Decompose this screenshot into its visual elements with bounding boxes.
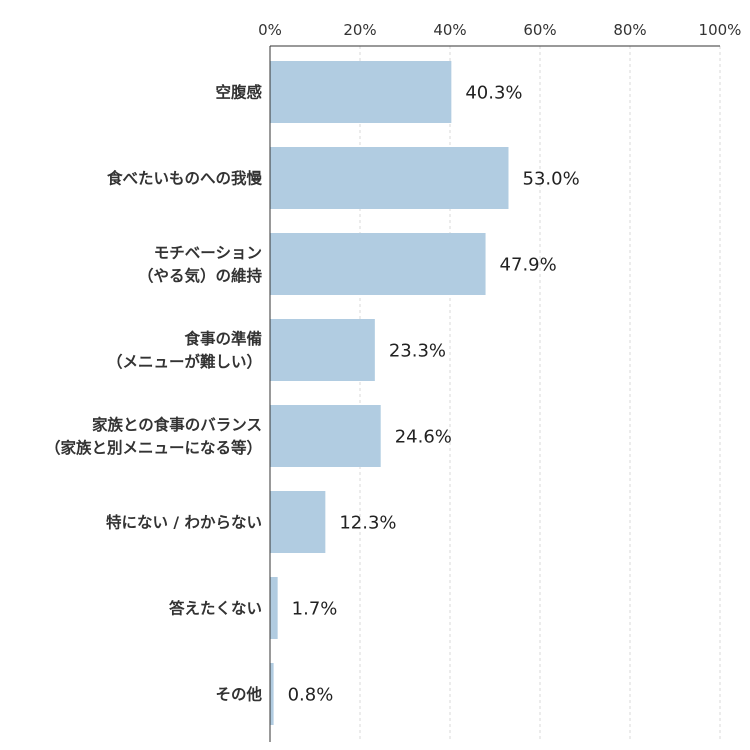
value-labels: 40.3% 53.0% 47.9% 23.3% 24.6% 12.3% 1.7% 0.8% bbox=[288, 83, 580, 706]
value-label: 40.3% bbox=[465, 83, 522, 104]
bar bbox=[270, 233, 486, 295]
category-label: 特にない / わからない bbox=[106, 513, 262, 532]
value-label: 24.6% bbox=[395, 427, 452, 448]
bar bbox=[270, 319, 375, 381]
x-tick-labels: 0% 20% 40% 60% 80% 100% bbox=[258, 21, 741, 39]
category-label: （メニューが難しい） bbox=[107, 352, 262, 371]
value-label: 12.3% bbox=[339, 513, 396, 534]
category-label: 空腹感 bbox=[215, 83, 262, 102]
x-tick-label: 40% bbox=[433, 21, 466, 39]
value-label: 53.0% bbox=[523, 169, 580, 190]
bar bbox=[270, 147, 509, 209]
x-tick-label: 60% bbox=[523, 21, 556, 39]
bar bbox=[270, 491, 326, 553]
category-label: 家族との食事のバランス bbox=[92, 415, 262, 434]
value-label: 23.3% bbox=[389, 341, 446, 362]
value-label: 0.8% bbox=[288, 685, 334, 706]
bar bbox=[270, 405, 381, 467]
x-tick-label: 100% bbox=[699, 21, 742, 39]
value-label: 1.7% bbox=[292, 599, 338, 620]
category-label: モチベーション bbox=[154, 244, 262, 262]
bars bbox=[270, 61, 509, 725]
category-label: （家族と別メニューになる等） bbox=[45, 438, 262, 457]
category-label: 答えたくない bbox=[169, 599, 262, 618]
bar bbox=[270, 577, 278, 639]
bar bbox=[270, 663, 274, 725]
category-label: 食事の準備 bbox=[183, 329, 262, 348]
category-label: （やる気）の維持 bbox=[138, 266, 263, 285]
x-tick-label: 80% bbox=[613, 21, 646, 39]
x-tick-label: 20% bbox=[343, 21, 376, 39]
value-label: 47.9% bbox=[500, 255, 557, 276]
bar bbox=[270, 61, 452, 123]
category-label: その他 bbox=[215, 685, 262, 704]
category-label: 食べたいものへの我慢 bbox=[106, 169, 263, 188]
x-tick-label: 0% bbox=[258, 21, 282, 39]
